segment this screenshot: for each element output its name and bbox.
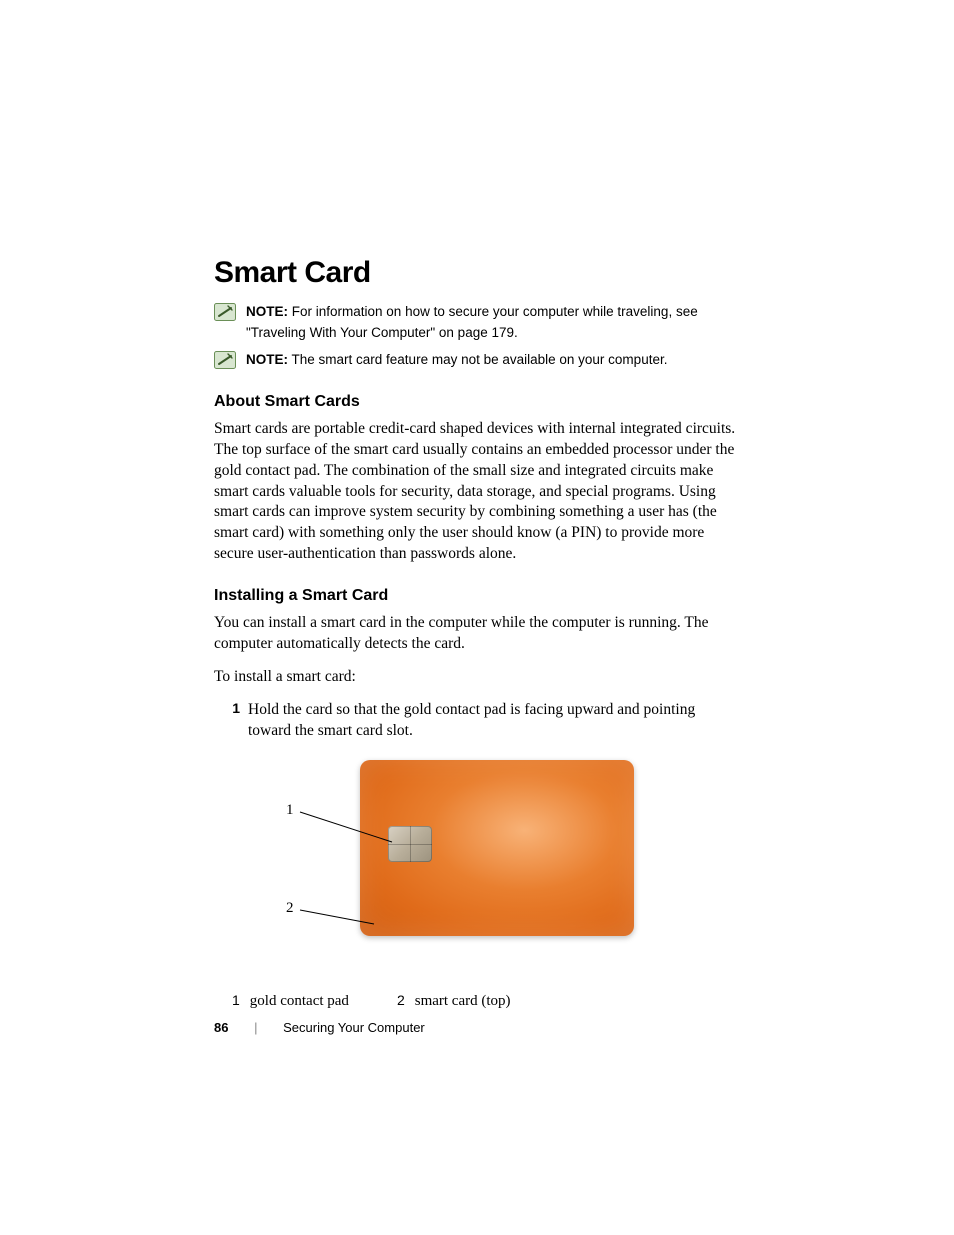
legend-num: 2 xyxy=(397,992,405,1008)
legend-item-1: 1 gold contact pad xyxy=(232,992,349,1010)
legend-num: 1 xyxy=(232,992,240,1008)
about-body: Smart cards are portable credit-card sha… xyxy=(214,419,740,565)
document-page: Smart Card NOTE: For information on how … xyxy=(0,0,954,1235)
step-text: Hold the card so that the gold contact p… xyxy=(248,700,740,742)
legend-item-2: 2 smart card (top) xyxy=(397,992,511,1010)
smart-card-figure: 1 2 xyxy=(214,760,740,970)
callout-lines xyxy=(214,760,644,960)
note-1: NOTE: For information on how to secure y… xyxy=(214,302,740,344)
callout-line-1 xyxy=(300,812,392,842)
heading-about: About Smart Cards xyxy=(214,393,740,411)
callout-line-2 xyxy=(300,910,374,924)
chapter-title: Securing Your Computer xyxy=(283,1020,425,1035)
note-label: NOTE: xyxy=(246,352,288,367)
note-label: NOTE: xyxy=(246,304,288,319)
callout-number-1: 1 xyxy=(286,802,294,819)
note-icon xyxy=(214,351,236,369)
note-text: NOTE: The smart card feature may not be … xyxy=(246,350,667,371)
page-number: 86 xyxy=(214,1020,228,1035)
callout-number-2: 2 xyxy=(286,900,294,917)
page-title: Smart Card xyxy=(214,256,740,290)
install-intro: You can install a smart card in the comp… xyxy=(214,613,740,655)
footer-separator: | xyxy=(254,1020,257,1035)
step-1: 1 Hold the card so that the gold contact… xyxy=(214,700,740,742)
install-lead: To install a smart card: xyxy=(214,667,740,688)
figure-legend: 1 gold contact pad 2 smart card (top) xyxy=(232,992,740,1010)
legend-label: gold contact pad xyxy=(250,993,349,1009)
step-number: 1 xyxy=(214,700,248,716)
legend-label: smart card (top) xyxy=(415,993,511,1009)
note-2: NOTE: The smart card feature may not be … xyxy=(214,350,740,371)
note-body: The smart card feature may not be availa… xyxy=(292,352,668,367)
note-icon xyxy=(214,303,236,321)
note-text: NOTE: For information on how to secure y… xyxy=(246,302,740,344)
note-body: For information on how to secure your co… xyxy=(246,304,698,340)
heading-install: Installing a Smart Card xyxy=(214,587,740,605)
page-footer: 86 | Securing Your Computer xyxy=(214,1020,425,1035)
